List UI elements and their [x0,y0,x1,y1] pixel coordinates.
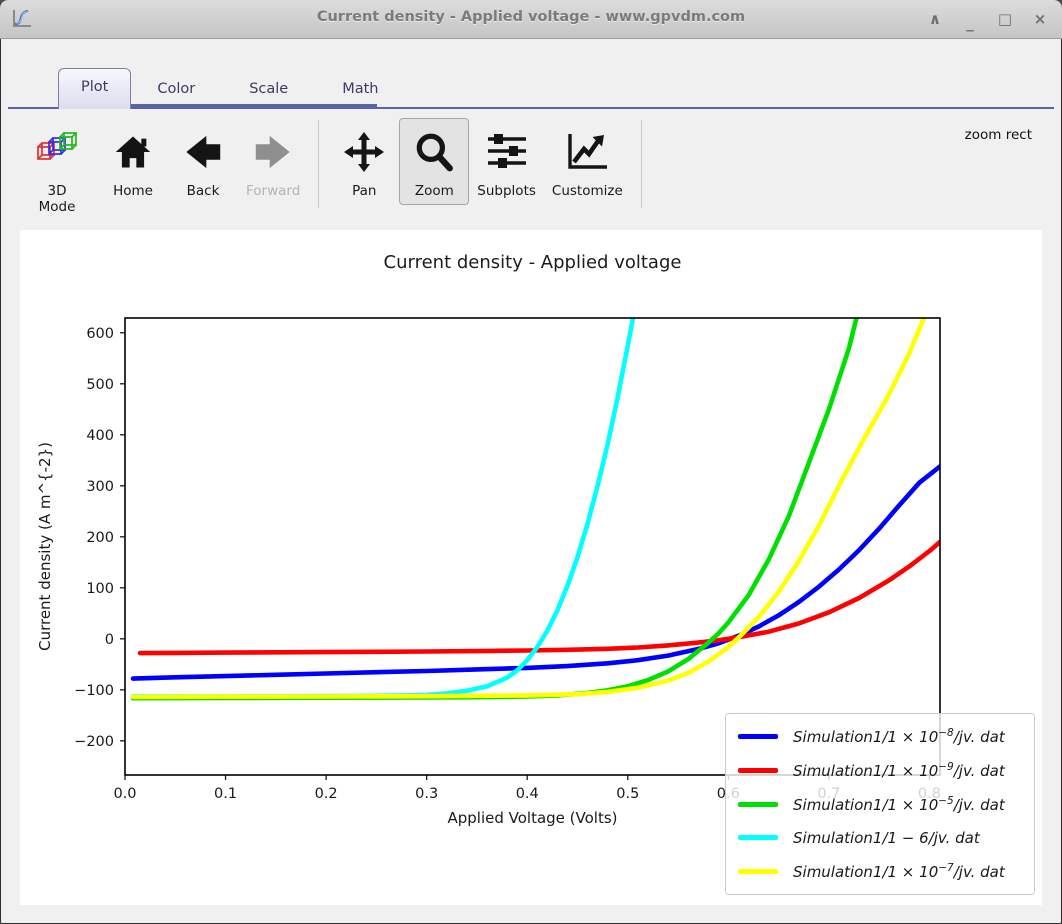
customize-label: Customize [551,183,623,199]
tab-scale[interactable]: Scale [249,81,289,97]
x-tick-label: 0.2 [315,786,338,802]
forward-button[interactable]: Forward [238,118,308,205]
legend-item-sim-1e-5: Simulation1/1 × 10−5/jv. dat [738,795,1022,814]
toolbar-separator [318,120,320,208]
legend-swatch-sim-1-6 [738,835,778,841]
toolbar-status-message: zoom rect [964,127,1032,143]
minimize-button[interactable]: _ [966,13,974,32]
y-tick-label: 400 [86,428,114,444]
back-arrow-icon [182,124,224,180]
shade-button[interactable]: ∧ [928,9,942,28]
x-axis-label: Applied Voltage (Volts) [447,809,617,827]
figure-canvas[interactable]: Current density - Applied voltage 0.0 0.1 0… [20,230,1042,905]
back-button[interactable]: Back [168,118,238,205]
titlebar[interactable]: Current density - Applied voltage - www.… [0,0,1062,39]
x-tick-label: 0.0 [113,786,136,802]
tabbar-underline [8,107,1054,109]
window-plot-icon [13,9,31,27]
curves-group [130,318,940,701]
maximize-button[interactable]: □ [997,9,1013,28]
customize-button[interactable]: Customize [544,118,631,205]
tab-color[interactable]: Color [157,81,196,97]
home-label: Home [113,183,153,199]
y-tick-label: 200 [86,530,114,546]
curve-sim-1e-8 [130,464,940,681]
legend-label-sim-1e-8: Simulation1/1 × 10−8/jv. dat [793,727,1005,747]
curve-sim-1e-7 [130,318,927,700]
forward-label: Forward [246,183,301,199]
y-axis-label: Current density (A m^{-2}) [36,442,54,651]
3d-mode-label-line1: 3D [47,183,67,199]
legend-item-sim-1e-9: Simulation1/1 × 10−9/jv. dat [738,761,1022,780]
legend-swatch-sim-1e-7 [738,868,778,874]
legend: Simulation1/1 × 10−8/jv. dat Simulation1/… [725,713,1035,895]
pan-label: Pan [352,183,377,199]
legend-item-sim-1-6: Simulation1/1 − 6/jv. dat [738,829,1022,847]
y-tick-label: 300 [86,479,114,495]
subplots-label: Subplots [477,183,536,199]
x-tick-label: 0.1 [214,786,237,802]
y-tick-label: 600 [86,326,114,342]
3d-mode-button[interactable]: 3D Mode [22,118,92,220]
curve-sim-1-6 [130,318,636,699]
3d-cubes-icon [35,124,79,180]
window-title: Current density - Applied voltage - www.… [316,9,746,25]
legend-swatch-sim-1e-5 [738,801,778,807]
chart-title: Current density - Applied voltage [384,252,682,273]
zoom-label: Zoom [414,183,454,199]
home-button[interactable]: Home [98,118,168,205]
tabbar-underline-thick [130,104,377,109]
customize-chart-icon [565,124,609,180]
y-tick-label: 0 [105,632,114,648]
zoom-icon [413,124,455,180]
curve-sim-1e-9 [137,539,940,656]
close-button[interactable]: × [1033,9,1047,28]
pan-button[interactable]: Pan [329,118,399,205]
x-tick-label: 0.5 [616,786,639,802]
y-tick-label: −100 [74,683,114,699]
legend-label-sim-1e-9: Simulation1/1 × 10−9/jv. dat [793,761,1005,781]
tab-plot[interactable]: Plot [58,68,132,109]
legend-item-sim-1e-7: Simulation1/1 × 10−7/jv. dat [738,862,1022,881]
subplots-sliders-icon [485,124,529,180]
legend-label-sim-1-6: Simulation1/1 − 6/jv. dat [793,828,980,847]
y-tick-label: 100 [86,581,114,597]
forward-arrow-icon [252,124,294,180]
y-tick-label: −200 [74,734,114,750]
tab-bar: Plot Color Scale Math [0,60,1062,110]
zoom-button[interactable]: Zoom [399,118,470,205]
home-icon [113,124,153,180]
pan-icon [342,124,386,180]
plot-spines [124,317,941,776]
y-tick-label: 500 [86,377,114,393]
3d-mode-label-line2: Mode [38,198,76,215]
x-tick-label: 0.4 [516,786,539,802]
tab-math[interactable]: Math [342,81,379,97]
legend-label-sim-1e-7: Simulation1/1 × 10−7/jv. dat [793,861,1005,881]
legend-swatch-sim-1e-9 [738,768,778,774]
toolbar-separator-2 [640,120,642,208]
back-label: Back [186,183,220,199]
subplots-button[interactable]: Subplots [469,118,544,205]
matplotlib-toolbar: 3D Mode Home Back [0,112,1062,228]
x-tick-label: 0.3 [415,786,438,802]
legend-item-sim-1e-8: Simulation1/1 × 10−8/jv. dat [738,727,1022,746]
legend-label-sim-1e-5: Simulation1/1 × 10−5/jv. dat [793,794,1005,814]
legend-swatch-sim-1e-8 [738,734,778,740]
